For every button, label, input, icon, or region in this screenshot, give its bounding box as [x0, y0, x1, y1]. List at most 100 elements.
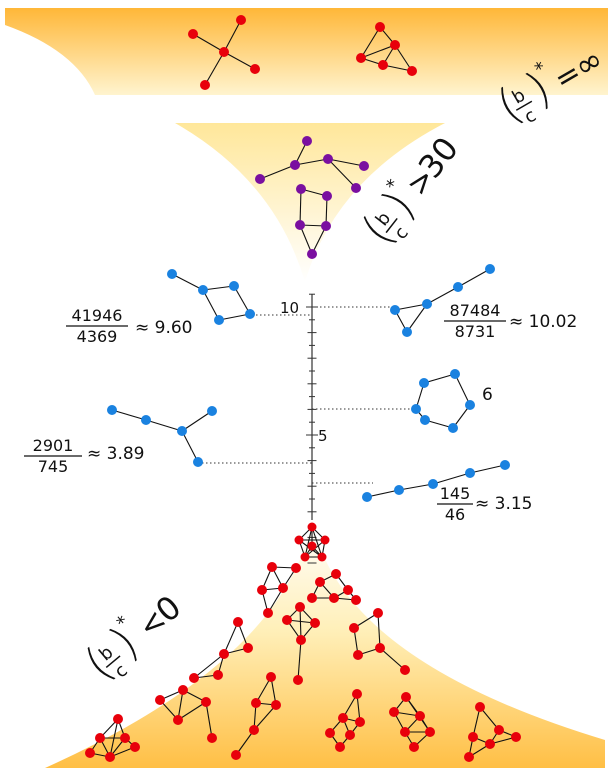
graph-edge	[255, 676, 272, 704]
graph-node	[331, 569, 341, 579]
graph-k5-top	[294, 522, 330, 562]
graph-node	[278, 583, 288, 593]
ratio-approx: ≈ 3.15	[475, 494, 533, 514]
graph-node	[475, 702, 485, 712]
graph-cycle-6	[411, 369, 475, 433]
graph-edge	[294, 158, 329, 166]
graph-edge	[299, 606, 302, 641]
graph-node	[213, 670, 223, 680]
graph-node	[335, 742, 345, 752]
graph-edge	[311, 526, 323, 558]
graph-node	[400, 727, 410, 737]
graph-node	[448, 423, 458, 433]
annotation-3-89: 2901 745 ≈ 3.89	[24, 436, 145, 476]
frac-bar	[515, 100, 533, 111]
graph-node	[464, 752, 474, 762]
graph-edge	[472, 706, 481, 738]
graph-edge	[394, 303, 428, 311]
graph-node	[177, 426, 187, 436]
graph-triangles-top	[356, 22, 417, 76]
graph-node	[317, 552, 327, 562]
graph-node	[465, 468, 475, 478]
graph-b5	[189, 617, 253, 683]
ratio-approx: ≈ 10.02	[509, 312, 577, 332]
frac-bar	[105, 655, 121, 669]
graph-node	[266, 672, 276, 682]
graph-node	[291, 563, 301, 573]
ratio-numerator: 87484	[450, 301, 501, 320]
graph-edge	[145, 419, 183, 432]
graph-node	[353, 650, 363, 660]
graph-node	[315, 577, 325, 587]
graph-node	[321, 221, 331, 231]
annotation-10-02: 87484 8731 ≈ 10.02	[444, 301, 577, 341]
ratio-denominator: 8731	[455, 322, 496, 341]
graph-node	[188, 29, 198, 39]
ratio-approx: ≈ 9.60	[135, 318, 193, 338]
graph-edge	[366, 489, 400, 498]
graph-node	[320, 535, 330, 545]
graph-edge	[423, 373, 456, 384]
graph-node	[233, 617, 243, 627]
graph-node	[329, 593, 339, 603]
graph-node	[415, 711, 425, 721]
annotation-9-60: 41946 4369 ≈ 9.60	[66, 306, 193, 346]
graph-edge	[304, 526, 313, 558]
top-region	[5, 8, 608, 95]
graph-node	[407, 66, 417, 76]
graph-edge	[325, 195, 328, 227]
graph-node	[155, 695, 165, 705]
graph-edge	[259, 164, 296, 180]
graph-node	[198, 285, 208, 295]
graph-edge	[109, 718, 119, 758]
middle-region	[175, 123, 445, 282]
graph-edge	[360, 44, 396, 59]
graph-b11	[85, 714, 140, 762]
graph-node	[378, 60, 388, 70]
graph-b4	[349, 608, 410, 675]
graph-node	[214, 315, 224, 325]
graph-node	[249, 725, 259, 735]
graph-edge	[360, 26, 381, 59]
graph-node	[207, 733, 217, 743]
graph-node	[141, 415, 151, 425]
graph-node	[200, 80, 210, 90]
graph-edge	[457, 268, 491, 288]
graph-node	[300, 552, 310, 562]
graph-node	[428, 479, 438, 489]
graph-node	[296, 635, 306, 645]
graph-b6	[231, 672, 281, 760]
graph-star-top	[188, 15, 260, 90]
graph-edge	[297, 639, 302, 681]
graph-node	[307, 593, 317, 603]
graph-b3	[282, 602, 320, 685]
graph-b8	[325, 689, 365, 752]
graph-node	[173, 715, 183, 725]
graph-node	[255, 174, 265, 184]
graph-edge	[299, 224, 313, 255]
graph-node	[322, 191, 332, 201]
graph-node	[294, 535, 304, 545]
graph-edge	[177, 701, 207, 721]
graph-edge	[192, 33, 225, 53]
graph-cycle-purple	[295, 184, 332, 259]
graph-edge	[223, 51, 256, 70]
graph-node	[95, 733, 105, 743]
graph-node	[409, 742, 419, 752]
graph-node	[219, 649, 229, 659]
graph-node	[494, 725, 504, 735]
graph-node	[251, 698, 261, 708]
graph-node	[485, 264, 495, 274]
graph-node	[236, 15, 246, 25]
axis-label-5: 5	[318, 427, 328, 445]
graph-node	[356, 53, 366, 63]
graph-edge	[235, 729, 255, 756]
graph-node	[390, 305, 400, 315]
graph-node	[343, 585, 353, 595]
graph-node	[307, 541, 317, 551]
graph-node	[267, 562, 277, 572]
graph-node	[85, 748, 95, 758]
graph-edge	[327, 158, 365, 167]
graph-edge	[171, 273, 204, 291]
